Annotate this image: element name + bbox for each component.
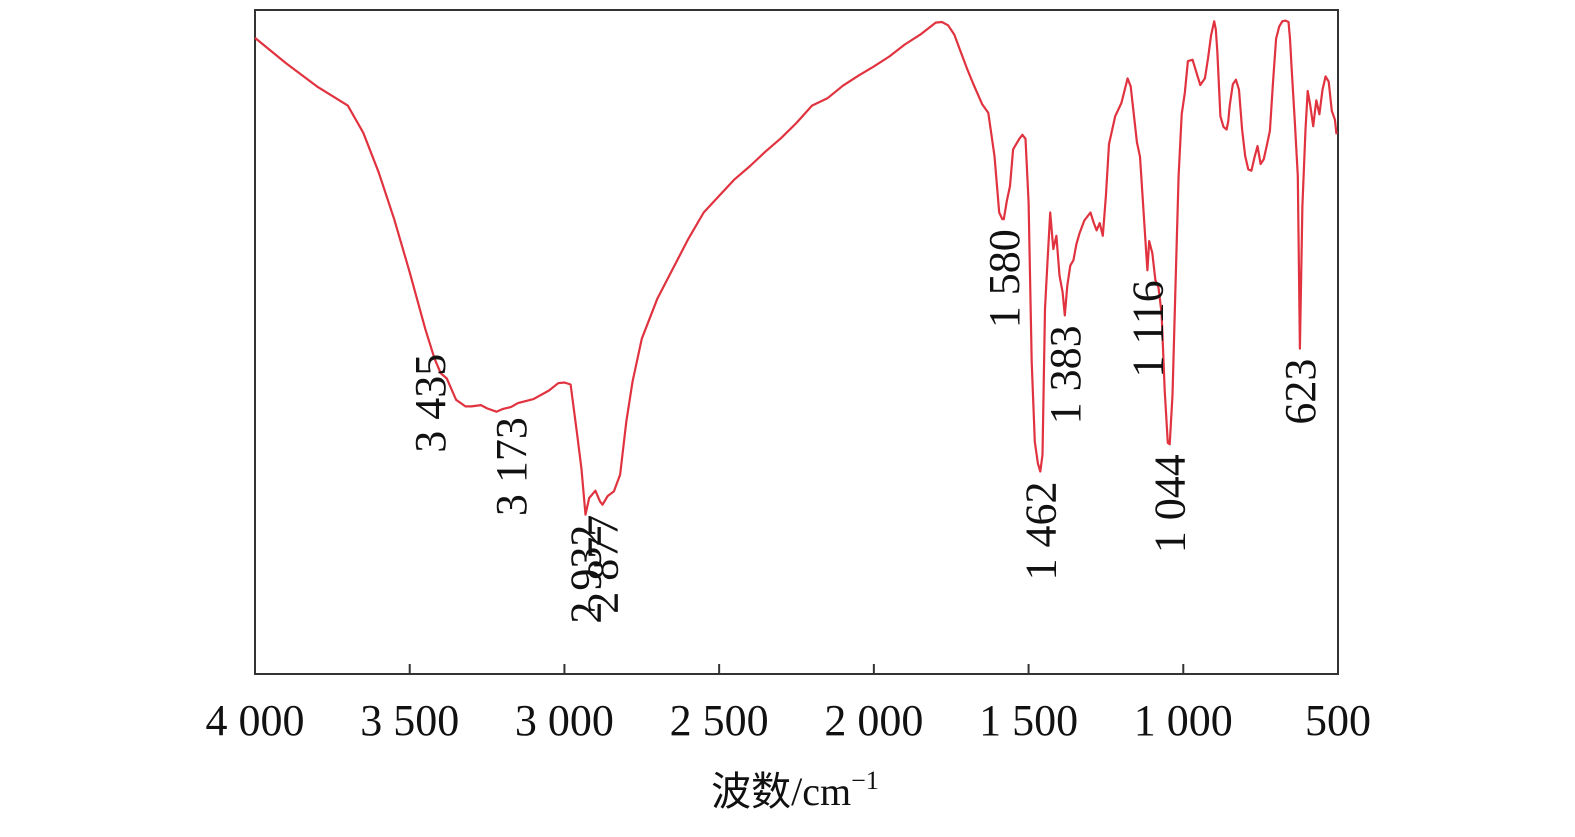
peak-label: 3 435 (406, 354, 455, 453)
peak-label: 3 173 (487, 417, 536, 516)
x-axis-title-text: 波数/cm (711, 769, 851, 814)
plot-frame (254, 9, 1339, 675)
x-tick-label: 3 000 (515, 696, 614, 745)
x-tick-label: 2 000 (824, 696, 923, 745)
peak-label: 1 383 (1041, 325, 1090, 424)
x-tick-label: 3 500 (360, 696, 459, 745)
spectrum-line (254, 19, 1338, 516)
x-tick-label: 1 000 (1134, 696, 1233, 745)
peak-label: 1 580 (980, 229, 1029, 328)
x-tick-label: 4 000 (206, 696, 305, 745)
x-axis-title: 波数/cm−1 (711, 766, 879, 814)
peak-label: 1 116 (1123, 280, 1172, 377)
peak-label: 2 877 (579, 515, 628, 614)
x-tick-label: 1 500 (979, 696, 1078, 745)
peak-label: 623 (1276, 359, 1325, 425)
peak-label: 1 044 (1146, 454, 1195, 553)
x-tick-marks (254, 664, 1339, 674)
peak-label: 2 932 (562, 525, 611, 624)
x-tick-labels: 4 000 3 500 3 000 2 500 2 000 1 500 1 000 500 (206, 696, 1372, 745)
x-axis-title-superscript: −1 (851, 766, 879, 795)
peak-label: 1 462 (1016, 482, 1065, 581)
x-tick-label: 500 (1305, 696, 1371, 745)
x-tick-label: 2 500 (670, 696, 769, 745)
